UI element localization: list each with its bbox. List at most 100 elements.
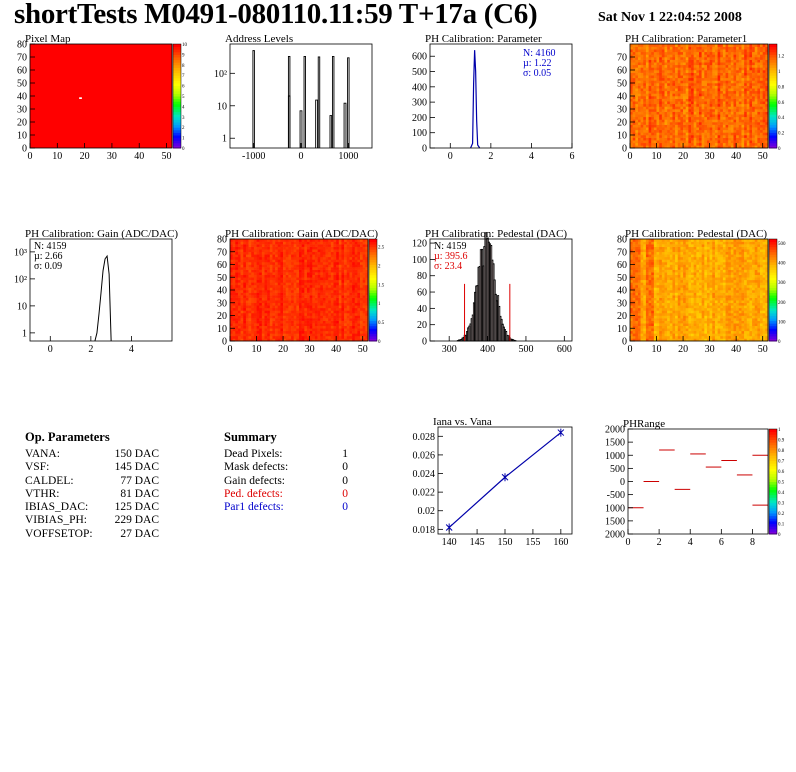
x-tick-label: 20 <box>678 151 688 162</box>
heatmap-cell <box>322 315 326 319</box>
heatmap-cell <box>304 244 308 247</box>
heatmap-cell <box>717 80 721 84</box>
heatmap-cell <box>330 269 334 273</box>
heatmap-cell <box>256 279 260 283</box>
heatmap-cell <box>651 59 655 63</box>
heatmap-cell <box>285 267 289 270</box>
heatmap-cell <box>301 318 305 321</box>
heatmap-cell <box>280 277 284 281</box>
heatmap-cell <box>243 264 247 268</box>
heatmap-cell <box>643 54 647 58</box>
heatmap-cell <box>645 116 649 120</box>
heatmap-cell <box>243 269 247 273</box>
heatmap-cell <box>346 315 350 319</box>
heatmap-cell <box>675 54 679 58</box>
heatmap-cell <box>645 77 649 81</box>
heatmap-cell <box>667 85 671 89</box>
heatmap-cell <box>235 312 239 316</box>
heatmap-cell <box>320 261 324 265</box>
heatmap-cell <box>299 325 302 329</box>
heatmap-cell <box>645 80 649 84</box>
heatmap-cell <box>659 51 663 55</box>
heatmap-cell <box>264 320 268 324</box>
heatmap-cell <box>746 122 750 125</box>
heatmap-cell <box>712 51 716 55</box>
heatmap-cell <box>357 320 361 324</box>
heatmap-cell <box>248 251 252 255</box>
heatmap-cell <box>746 88 750 92</box>
heatmap-cell <box>251 269 255 273</box>
heatmap-cell <box>288 241 292 245</box>
heatmap-cell <box>709 93 713 97</box>
heatmap-cell <box>685 124 689 128</box>
heatmap-cell <box>683 88 687 92</box>
heatmap-cell <box>360 246 363 250</box>
heatmap-cell <box>685 72 689 76</box>
heatmap-cell <box>675 124 679 128</box>
heatmap-cell <box>648 129 652 133</box>
heatmap-cell <box>656 59 660 63</box>
heatmap-cell <box>675 137 679 141</box>
heatmap-cell <box>280 256 284 260</box>
heatmap-cell <box>651 127 655 131</box>
heatmap-cell <box>704 119 708 123</box>
heatmap-cell <box>656 119 660 123</box>
heatmap-cell <box>272 239 276 242</box>
heatmap-cell <box>675 98 679 102</box>
heatmap-cell <box>680 67 684 71</box>
heatmap-cell <box>354 251 358 255</box>
heatmap-cell <box>749 88 753 92</box>
heatmap-cell <box>336 282 340 286</box>
heatmap-cell <box>637 67 641 71</box>
heatmap-cell <box>762 46 766 50</box>
heatmap-cell <box>640 145 644 149</box>
heatmap-cell <box>632 302 636 306</box>
heatmap-cell <box>677 54 681 58</box>
heatmap-cell <box>667 64 671 68</box>
heatmap-cell <box>280 272 284 275</box>
palette-cell <box>173 72 181 76</box>
heatmap-cell <box>341 292 345 296</box>
heatmap-cell <box>304 274 308 278</box>
heatmap-cell <box>245 284 249 288</box>
heatmap-cell <box>765 109 769 112</box>
heatmap-cell <box>240 251 244 255</box>
heatmap-cell <box>341 335 345 339</box>
heatmap-cell <box>232 269 236 273</box>
heatmap-cell <box>675 64 679 68</box>
heatmap-cell <box>645 54 649 58</box>
heatmap-cell <box>261 267 265 270</box>
heatmap-cell <box>651 267 655 270</box>
heatmap-cell <box>285 290 289 293</box>
heatmap-cell <box>632 127 636 131</box>
heatmap-cell <box>635 256 639 260</box>
heatmap-cell <box>352 261 356 265</box>
heatmap-cell <box>312 310 316 314</box>
heatmap-cell <box>635 279 639 283</box>
heatmap-cell <box>630 67 633 71</box>
heatmap-cell <box>672 59 676 63</box>
heatmap-cell <box>248 338 252 342</box>
heatmap-cell <box>291 269 294 273</box>
palette-cell <box>369 267 377 271</box>
heatmap-cell <box>317 251 321 255</box>
heatmap-cell <box>706 98 710 102</box>
heatmap-cell <box>635 300 639 304</box>
heatmap-cell <box>261 284 265 288</box>
palette-cell <box>173 93 181 97</box>
heatmap-cell <box>314 244 318 247</box>
heatmap-cell <box>272 287 276 291</box>
heatmap-cell <box>240 277 244 281</box>
heatmap-cell <box>693 101 697 105</box>
heatmap-cell <box>651 249 655 253</box>
heatmap-cell <box>349 328 353 332</box>
heatmap-cell <box>656 64 660 68</box>
heatmap-cell <box>688 122 692 125</box>
heatmap-cell <box>256 249 260 253</box>
heatmap-cell <box>232 315 236 319</box>
heatmap-cell <box>693 103 697 107</box>
heatmap-cell <box>328 259 332 263</box>
heatmap-cell <box>675 109 679 112</box>
heatmap-cell <box>717 109 721 112</box>
heatmap-cell <box>362 297 366 301</box>
